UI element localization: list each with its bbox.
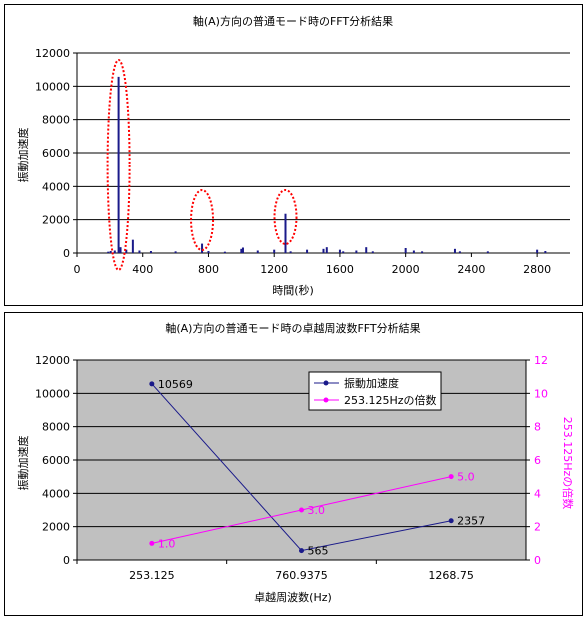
legend xyxy=(308,371,442,411)
y2-tick-label: 4 xyxy=(534,487,541,500)
x-tick-label: 1268.75 xyxy=(428,569,474,582)
legend-swatch-marker xyxy=(323,397,329,403)
y-tick-label: 12000 xyxy=(35,354,70,367)
data-label: 1.0 xyxy=(158,537,176,550)
dominant-frequency-chart-panel: 軸(A)方向の普通モード時の卓越周波数FFT分析結果 0 2000 4000 6000 8… xyxy=(4,312,583,616)
legend-label: 振動加速度 xyxy=(344,376,399,390)
y2-axis-label: 253.125Hzの倍数 xyxy=(561,417,575,510)
peak-highlight-ellipse xyxy=(106,59,131,271)
y2-tick-label: 10 xyxy=(534,387,548,400)
y-tick-label: 8000 xyxy=(42,421,70,434)
y-tick-label: 4000 xyxy=(42,487,70,500)
y-tick-label: 10000 xyxy=(35,387,70,400)
x-tick-label: 2000 xyxy=(392,263,420,276)
dominant-frequency-chart: 軸(A)方向の普通モード時の卓越周波数FFT分析結果 0 2000 4000 6000 8… xyxy=(16,321,575,604)
series-point xyxy=(149,540,155,546)
x-axis-label: 卓越周波数(Hz) xyxy=(254,590,332,604)
y-tick-label: 6000 xyxy=(42,454,70,467)
x-tick-label: 1600 xyxy=(326,263,354,276)
y-tick-label: 2000 xyxy=(42,521,70,534)
y-tick-label: 4000 xyxy=(42,180,70,193)
y-tick-label: 2000 xyxy=(42,214,70,227)
chart-title: 軸(A)方向の普通モード時のFFT分析結果 xyxy=(193,14,393,28)
data-label: 5.0 xyxy=(457,471,475,484)
series-point xyxy=(299,548,304,554)
y2-tick-label: 12 xyxy=(534,354,548,367)
data-label: 3.0 xyxy=(308,504,326,517)
data-label: 565 xyxy=(308,545,329,558)
series-point xyxy=(448,518,454,524)
x-tick-label: 0 xyxy=(74,263,81,276)
x-tick-label: 800 xyxy=(198,263,219,276)
y2-tick-label: 8 xyxy=(534,421,541,434)
series-point xyxy=(448,474,454,480)
x-tick-label: 2800 xyxy=(523,263,551,276)
legend-label: 253.125Hzの倍数 xyxy=(344,393,437,407)
plot-border xyxy=(76,359,527,561)
y-tick-label: 10000 xyxy=(35,80,70,93)
y-tick-label: 8000 xyxy=(42,114,70,127)
fft-chart-panel: 軸(A)方向の普通モード時のFFT分析結果 0 2000 4000 6000 8000 10… xyxy=(4,4,583,306)
peak-highlight-ellipse xyxy=(273,189,298,245)
series-point xyxy=(299,507,304,513)
x-axis-label: 時間(秒) xyxy=(272,283,314,297)
y-tick-label: 12000 xyxy=(35,47,70,60)
peak-highlight-ellipse xyxy=(190,189,215,251)
y2-tick-label: 6 xyxy=(534,454,541,467)
series-point xyxy=(149,381,155,387)
y2-tick-label: 2 xyxy=(534,521,541,534)
y2-tick-label: 0 xyxy=(534,554,541,567)
y-tick-label: 6000 xyxy=(42,147,70,160)
x-tick-label: 760.9375 xyxy=(275,569,328,582)
fft-chart: 軸(A)方向の普通モード時のFFT分析結果0200040006000800010… xyxy=(16,14,570,297)
data-label: 2357 xyxy=(457,515,485,528)
y-tick-label: 0 xyxy=(63,554,70,567)
y-axis-label: 振動加速度 xyxy=(16,128,30,183)
legend-swatch-marker xyxy=(323,380,329,386)
x-tick-label: 400 xyxy=(132,263,153,276)
y-axis-label: 振動加速度 xyxy=(16,436,30,491)
x-tick-label: 253.125 xyxy=(129,569,175,582)
y-tick-label: 0 xyxy=(63,247,70,260)
x-tick-label: 1200 xyxy=(260,263,288,276)
data-label: 10569 xyxy=(158,378,193,391)
x-tick-label: 2400 xyxy=(457,263,485,276)
chart-title: 軸(A)方向の普通モード時の卓越周波数FFT分析結果 xyxy=(165,321,420,335)
